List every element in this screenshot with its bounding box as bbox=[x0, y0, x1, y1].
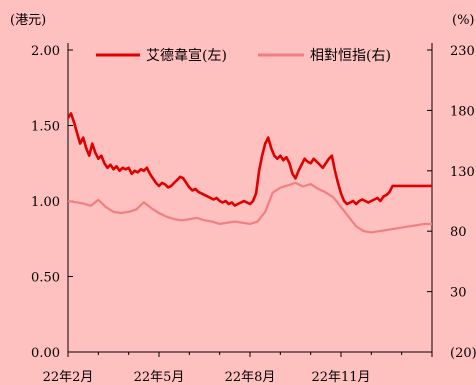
legend: 艾德韋宣(左) 相對恒指(右) bbox=[96, 48, 391, 64]
x-tick-label: 22年11月 bbox=[311, 370, 370, 385]
x-tick-group: 22年2月 22年5月 22年8月 22年11月 bbox=[43, 352, 433, 385]
x-tick-label: 22年8月 bbox=[225, 370, 276, 385]
right-tick-label: 130 bbox=[450, 165, 475, 180]
right-tick-label: 230 bbox=[450, 44, 475, 59]
right-tick-label: 180 bbox=[450, 104, 475, 119]
left-unit-label: (港元) bbox=[10, 13, 46, 28]
series-layer bbox=[66, 112, 432, 234]
left-tick-label: 1.50 bbox=[31, 120, 60, 135]
legend-label-series-2: 相對恒指(右) bbox=[310, 48, 391, 64]
x-tick-label: 22年2月 bbox=[43, 370, 94, 385]
series-line-1 bbox=[66, 112, 432, 207]
legend-label-series-1: 艾德韋宣(左) bbox=[146, 48, 227, 64]
left-tick-label: 1.00 bbox=[31, 195, 60, 210]
left-tick-group: 0.00 0.50 1.00 1.50 2.00 bbox=[31, 44, 73, 361]
left-tick-label: 0.50 bbox=[31, 271, 60, 286]
left-tick-label: 2.00 bbox=[31, 44, 60, 59]
right-tick-label: (20) bbox=[450, 346, 476, 361]
series-line-2 bbox=[67, 181, 432, 234]
right-tick-label: 80 bbox=[450, 225, 467, 240]
x-tick-label: 22年5月 bbox=[134, 370, 185, 385]
right-unit-label: (%) bbox=[452, 13, 475, 28]
right-tick-label: 30 bbox=[450, 286, 467, 301]
left-tick-label: 0.00 bbox=[31, 346, 60, 361]
right-tick-group: (20) 30 80 130 180 230 bbox=[427, 44, 476, 361]
